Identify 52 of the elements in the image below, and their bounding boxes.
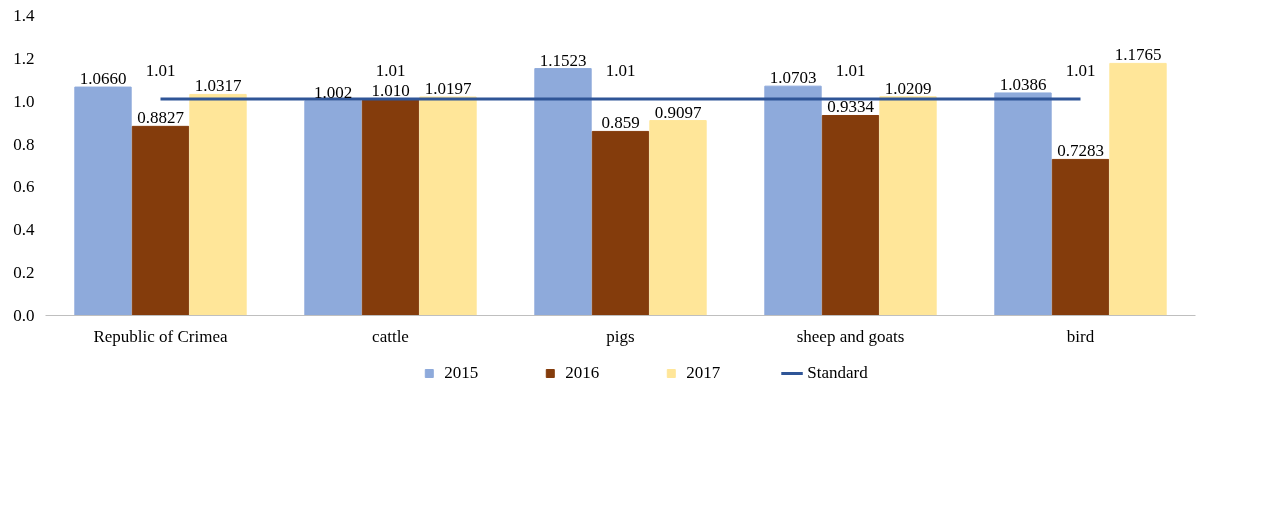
y-tick-label: 1.0 [13,91,35,111]
x-tick-label: Republic of Crimea [93,326,228,346]
legend-label: 2015 [444,363,479,383]
bar [304,100,362,316]
x-tick-label: pigs [606,326,635,346]
bar [821,114,880,316]
data-label: 1.01 [835,61,866,81]
data-label: 1.0317 [194,76,242,96]
bar [591,130,650,316]
bar [361,98,420,316]
bar [131,125,190,316]
legend-label: Standard [807,363,868,383]
y-tick-label: 1.2 [13,48,35,68]
legend-label: 2016 [565,363,600,383]
data-label: 1.01 [375,61,406,81]
data-label: 1.010 [371,81,410,101]
y-tick-label: 0.2 [13,263,35,283]
bar [74,86,132,316]
y-tick-label: 0.0 [13,306,35,325]
data-label: 0.9334 [827,97,875,117]
bar [879,96,937,316]
legend-label: 2017 [686,363,721,383]
bar [764,85,822,316]
y-tick-label: 0.6 [13,177,35,197]
bar [534,68,592,316]
data-label: 1.01 [605,61,636,81]
data-label: 1.0197 [424,78,472,98]
data-label: 0.9097 [654,102,702,122]
bar [649,120,707,316]
y-tick-label: 1.4 [13,6,35,25]
x-tick-label: bird [1066,326,1095,346]
y-tick-label: 0.4 [13,220,35,240]
data-label: 1.01 [1065,61,1096,81]
data-label: 1.0386 [999,74,1047,94]
data-label: 0.8827 [137,108,185,128]
bar [419,96,477,316]
bar [994,92,1052,316]
bar [1051,158,1110,316]
data-label: 1.0660 [79,69,127,89]
y-tick-label: 0.8 [13,134,35,154]
data-label: 1.0703 [769,68,817,88]
x-tick-label: cattle [372,326,409,346]
data-label: 1.1523 [539,50,587,70]
data-label: 0.859 [601,113,640,133]
bar [1109,62,1167,316]
data-label: 1.0209 [884,78,932,98]
bar [189,93,247,316]
data-label: 1.002 [313,82,353,102]
data-label: 1.1765 [1114,45,1162,65]
x-tick-label: sheep and goats [796,326,905,346]
data-label: 1.01 [145,61,176,81]
data-label: 0.7283 [1057,141,1104,161]
